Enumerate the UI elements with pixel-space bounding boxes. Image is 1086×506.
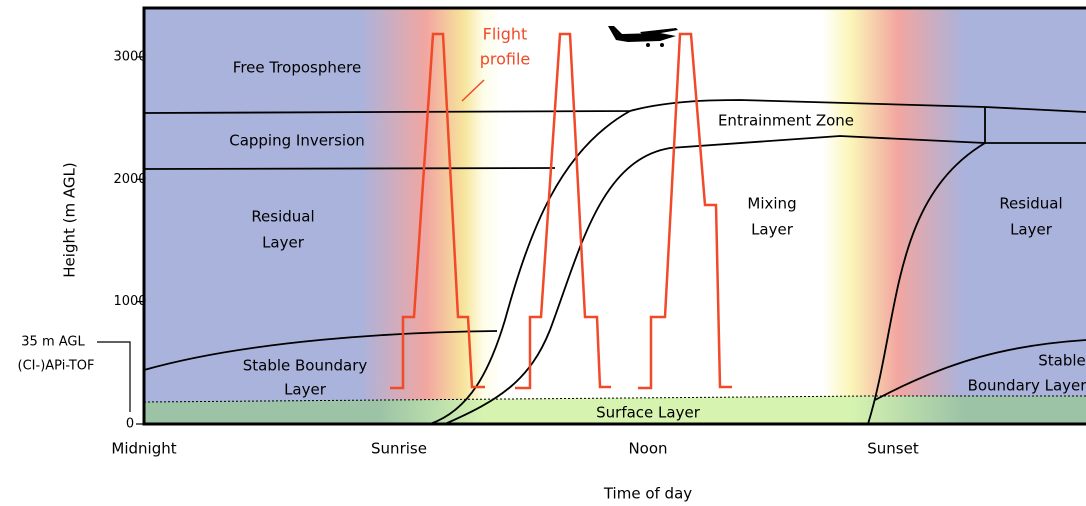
region-label: Boundary Layer: [968, 377, 1086, 395]
region-label: Surface Layer: [596, 404, 701, 422]
boundary: [874, 339, 1086, 401]
airplane-icon: [608, 26, 678, 47]
annotation: profile: [480, 50, 531, 69]
annotation: 35 m AGL: [21, 335, 85, 350]
y-tick-label: 2000: [113, 172, 146, 187]
annotation: Flight: [483, 25, 528, 44]
background: [144, 8, 1086, 424]
boundary: [143, 330, 498, 371]
boundary: [867, 142, 986, 425]
region-label: Layer: [751, 221, 794, 239]
x-tick-label: Sunset: [867, 440, 919, 458]
plot-frame: [142, 6, 1086, 426]
region-label: Free Troposphere: [233, 59, 361, 77]
x-tick-label: Midnight: [111, 440, 176, 458]
region-label: Residual: [251, 208, 314, 226]
instrument-pointer: [97, 341, 131, 412]
y-axis-label: Height (m AGL): [61, 162, 79, 277]
flight-path: [515, 32, 611, 390]
y-tick-label: 0: [126, 417, 134, 432]
region-label: Mixing: [747, 195, 796, 213]
x-tick-label: Noon: [628, 440, 667, 458]
region-label: Capping Inversion: [229, 132, 365, 150]
x-tick-label: Sunrise: [371, 440, 427, 458]
y-tick-label: 1000: [113, 294, 146, 309]
boundary: [143, 167, 556, 170]
pointer: [461, 79, 485, 102]
y-tick-label: 3000: [113, 49, 146, 64]
flight-path: [390, 32, 485, 390]
boundary: [143, 99, 1086, 114]
region-label: Stable Boundary: [243, 357, 368, 375]
region-label: Stable: [1038, 352, 1086, 370]
flight-path: [638, 32, 732, 390]
surface-band: [144, 396, 1086, 424]
boundary: [444, 135, 1086, 425]
region-label: Layer: [262, 234, 305, 252]
x-axis-label: Time of day: [603, 485, 692, 503]
annotation: (CI-)APi-TOF: [18, 359, 95, 374]
region-label: Entrainment Zone: [718, 112, 854, 130]
region-label: Residual: [999, 195, 1062, 213]
region-label: Layer: [1010, 221, 1053, 239]
region-label: Layer: [284, 381, 327, 399]
boundary: [429, 110, 631, 425]
